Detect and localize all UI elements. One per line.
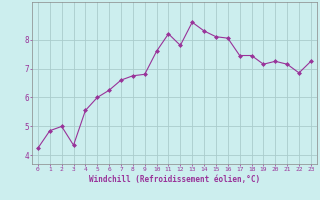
X-axis label: Windchill (Refroidissement éolien,°C): Windchill (Refroidissement éolien,°C)	[89, 175, 260, 184]
